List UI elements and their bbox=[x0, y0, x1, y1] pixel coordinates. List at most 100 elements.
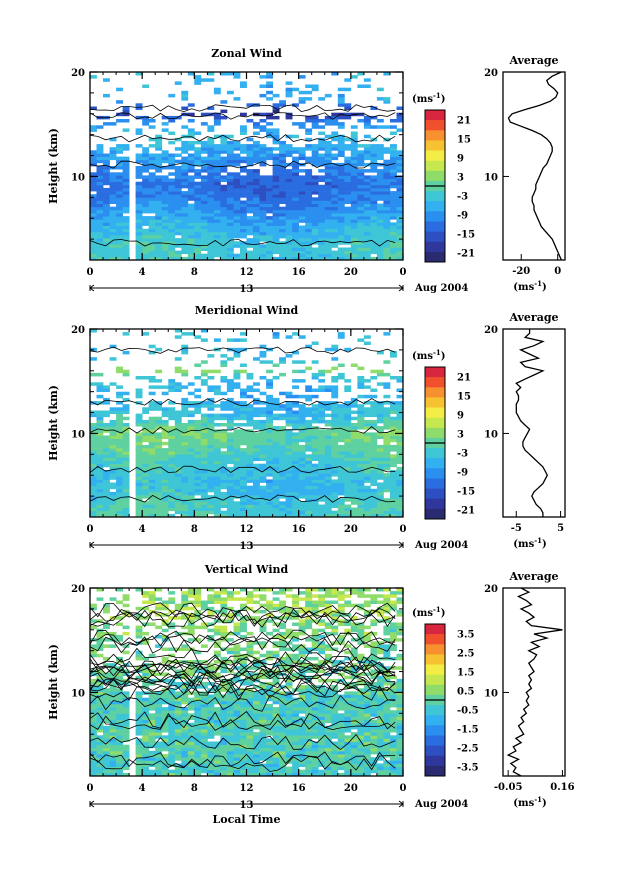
heatmap-cell bbox=[363, 738, 371, 742]
heatmap-cell bbox=[357, 435, 365, 439]
heatmap-cell bbox=[259, 716, 267, 720]
heatmap-cell bbox=[233, 725, 241, 730]
heatmap-cell bbox=[233, 703, 241, 708]
heatmap-cell bbox=[298, 194, 306, 198]
heatmap-cell bbox=[240, 225, 247, 229]
heatmap-cell bbox=[298, 763, 306, 767]
heatmap-cell bbox=[181, 491, 189, 496]
heatmap-cell bbox=[311, 376, 319, 380]
heatmap-cell bbox=[200, 716, 208, 720]
heatmap-cell bbox=[181, 241, 189, 245]
heatmap-cell bbox=[331, 250, 339, 255]
heatmap-cell bbox=[148, 441, 156, 446]
heatmap-cell bbox=[396, 457, 404, 461]
heatmap-cell bbox=[253, 491, 260, 496]
heatmap-cell bbox=[103, 457, 110, 461]
heatmap-cell bbox=[161, 744, 169, 749]
heatmap-cell bbox=[376, 729, 384, 733]
heatmap-cell bbox=[103, 710, 110, 714]
heatmap-cell bbox=[331, 156, 339, 161]
heatmap-cell bbox=[103, 385, 110, 389]
heatmap-cell bbox=[233, 200, 241, 204]
heatmap-cell bbox=[370, 150, 378, 154]
heatmap-cell bbox=[337, 87, 345, 92]
heatmap-cell bbox=[200, 451, 208, 455]
heatmap-cell bbox=[174, 175, 182, 179]
heatmap-cell bbox=[233, 222, 241, 226]
heatmap-cell bbox=[396, 757, 404, 761]
heatmap-cell bbox=[90, 382, 97, 386]
heatmap-cell bbox=[376, 432, 384, 436]
heatmap-cell bbox=[240, 169, 247, 173]
heatmap-cell bbox=[383, 162, 391, 167]
heatmap-cell bbox=[226, 460, 234, 465]
heatmap-cell bbox=[207, 488, 215, 493]
heatmap-cell bbox=[337, 194, 345, 198]
heatmap-cell bbox=[337, 407, 345, 411]
heatmap-cell bbox=[357, 432, 365, 436]
heatmap-cell bbox=[233, 507, 241, 512]
heatmap-cell bbox=[181, 169, 189, 173]
heatmap-cell bbox=[240, 754, 247, 758]
heatmap-cell bbox=[174, 206, 182, 211]
heatmap-cell bbox=[240, 485, 247, 490]
heatmap-cell bbox=[148, 191, 156, 195]
heatmap-cell bbox=[337, 423, 345, 427]
heatmap-cell bbox=[370, 491, 378, 496]
heatmap-cell bbox=[292, 369, 299, 374]
heatmap-cell bbox=[240, 716, 247, 720]
heatmap-cell bbox=[174, 228, 182, 233]
heatmap-cell bbox=[213, 247, 221, 251]
heatmap-cell bbox=[285, 735, 293, 739]
heatmap-cell bbox=[109, 729, 117, 733]
heatmap-cell bbox=[370, 206, 378, 211]
heatmap-cell bbox=[350, 147, 358, 151]
heatmap-cell bbox=[90, 729, 97, 733]
heatmap-cell bbox=[103, 250, 110, 255]
heatmap-cell bbox=[350, 191, 358, 195]
heatmap-cell bbox=[155, 419, 163, 424]
heatmap-cell bbox=[253, 357, 260, 361]
colorbar-swatch bbox=[425, 508, 445, 520]
heatmap-cell bbox=[357, 504, 365, 508]
heatmap-cell bbox=[168, 216, 176, 220]
heatmap-cell bbox=[246, 219, 254, 223]
heatmap-cell bbox=[253, 140, 260, 145]
heatmap-cell bbox=[285, 228, 293, 233]
heatmap-cell bbox=[122, 109, 130, 114]
contour-line bbox=[89, 494, 396, 503]
heatmap-cell bbox=[240, 128, 247, 132]
heatmap-cell bbox=[122, 738, 130, 742]
heatmap-cell bbox=[350, 444, 358, 449]
heatmap-cell bbox=[148, 219, 156, 223]
heatmap-cell bbox=[181, 397, 189, 402]
heatmap-cell bbox=[116, 772, 123, 777]
heatmap-cell bbox=[396, 454, 404, 458]
heatmap-cell bbox=[311, 159, 319, 164]
heatmap-cell bbox=[96, 482, 104, 486]
heatmap-cell bbox=[324, 444, 332, 449]
heatmap-cell bbox=[298, 760, 306, 764]
heatmap-cell bbox=[161, 488, 169, 493]
heatmap-cell bbox=[90, 476, 97, 480]
heatmap-cell bbox=[148, 156, 156, 161]
heatmap-cell bbox=[383, 416, 391, 421]
heatmap-cell bbox=[103, 744, 110, 749]
heatmap-cell bbox=[376, 747, 384, 752]
heatmap-cell bbox=[259, 125, 267, 129]
heatmap-cell bbox=[181, 747, 189, 752]
heatmap-cell bbox=[194, 498, 202, 502]
heatmap-cell bbox=[142, 707, 150, 711]
heatmap-cell bbox=[285, 200, 293, 204]
heatmap-cell bbox=[122, 729, 130, 733]
heatmap-cell bbox=[272, 187, 280, 192]
heatmap-cell bbox=[174, 369, 182, 374]
heatmap-cell bbox=[331, 438, 339, 443]
heatmap-cell bbox=[357, 750, 365, 755]
heatmap-cell bbox=[357, 738, 365, 742]
heatmap-cell bbox=[207, 703, 215, 708]
heatmap-cell bbox=[103, 488, 110, 493]
heatmap-cell bbox=[213, 388, 221, 392]
heatmap-cell bbox=[207, 401, 215, 405]
heatmap-cell bbox=[207, 413, 215, 418]
